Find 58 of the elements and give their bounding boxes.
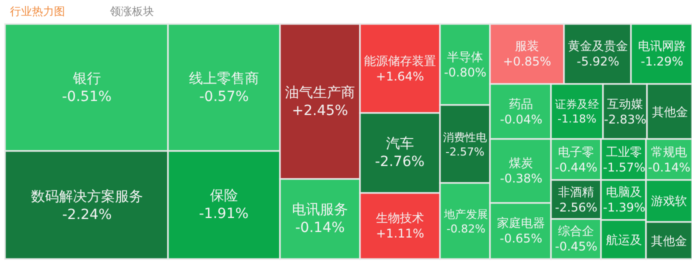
- data-label: +1.11%: [376, 226, 424, 241]
- data-label: -0.45%: [555, 240, 598, 254]
- category-label: 黄金及贵金: [568, 39, 628, 53]
- data-label: -0.65%: [500, 232, 542, 246]
- category-label: 生物技术: [376, 211, 424, 225]
- data-label: +1.64%: [376, 70, 424, 84]
- category-label: 非酒精: [558, 185, 594, 199]
- category-label: 消费性电: [443, 131, 487, 144]
- data-label: -0.44%: [555, 160, 598, 175]
- category-label: 半导体: [447, 50, 484, 64]
- category-label: 药品: [509, 97, 534, 111]
- data-label: -0.82%: [446, 222, 486, 236]
- category-label: 常规电: [651, 145, 688, 159]
- data-label: +0.85%: [503, 54, 552, 69]
- data-label: -1.29%: [640, 54, 684, 69]
- text: 领涨板块: [110, 5, 154, 18]
- category-label: 互动媒: [607, 97, 644, 111]
- category-label: 工业零: [606, 145, 642, 159]
- category-label: 汽车: [386, 136, 414, 152]
- category-label: 证券及经: [555, 98, 599, 111]
- data-label: -0.14%: [648, 160, 690, 175]
- category-label: 航运及: [606, 233, 642, 247]
- category-label: 数码解决方案服务: [31, 188, 143, 205]
- category-label: 电讯网路: [638, 39, 686, 53]
- data-label: -2.57%: [446, 145, 484, 158]
- category-label: 家庭电器: [497, 216, 545, 230]
- category-label: 银行: [72, 71, 101, 87]
- data-label: -2.83%: [604, 112, 646, 127]
- data-label: +2.45%: [292, 103, 348, 120]
- data-label: -0.80%: [444, 66, 486, 80]
- data-label: -0.51%: [62, 89, 112, 106]
- category-label: 煤炭: [509, 156, 534, 170]
- category-label: 电子零: [558, 145, 594, 159]
- data-label: -1.18%: [558, 112, 596, 126]
- category-label: 保险: [210, 188, 238, 204]
- data-label: -5.92%: [576, 54, 620, 69]
- data-label: -2.24%: [62, 207, 112, 224]
- data-label: -2.56%: [555, 200, 598, 215]
- data-label: -0.38%: [500, 172, 542, 186]
- category-label: 线上零售商: [189, 71, 259, 87]
- category-label: 综合企: [558, 224, 594, 238]
- category-label: 油气生产商: [285, 85, 355, 101]
- category-label: 电脑及: [606, 185, 642, 199]
- data-label: -1.39%: [603, 200, 646, 215]
- category-label: 地产发展: [443, 208, 488, 221]
- data-label: -0.57%: [199, 89, 249, 106]
- data-label: -0.04%: [500, 112, 542, 127]
- data-label: -2.76%: [375, 154, 425, 170]
- category-label: 游戏软: [651, 194, 687, 208]
- category-label: 其他金: [651, 234, 687, 248]
- data-label: -1.91%: [199, 206, 249, 222]
- text: 行业热力图: [10, 5, 65, 18]
- category-label: 电讯服务: [292, 202, 348, 218]
- data-label: -0.14%: [295, 220, 345, 236]
- category-label: 服装: [515, 39, 540, 53]
- category-label: 能源储存装置: [364, 54, 436, 68]
- data-label: -1.57%: [603, 160, 646, 175]
- category-label: 其他金: [652, 105, 688, 119]
